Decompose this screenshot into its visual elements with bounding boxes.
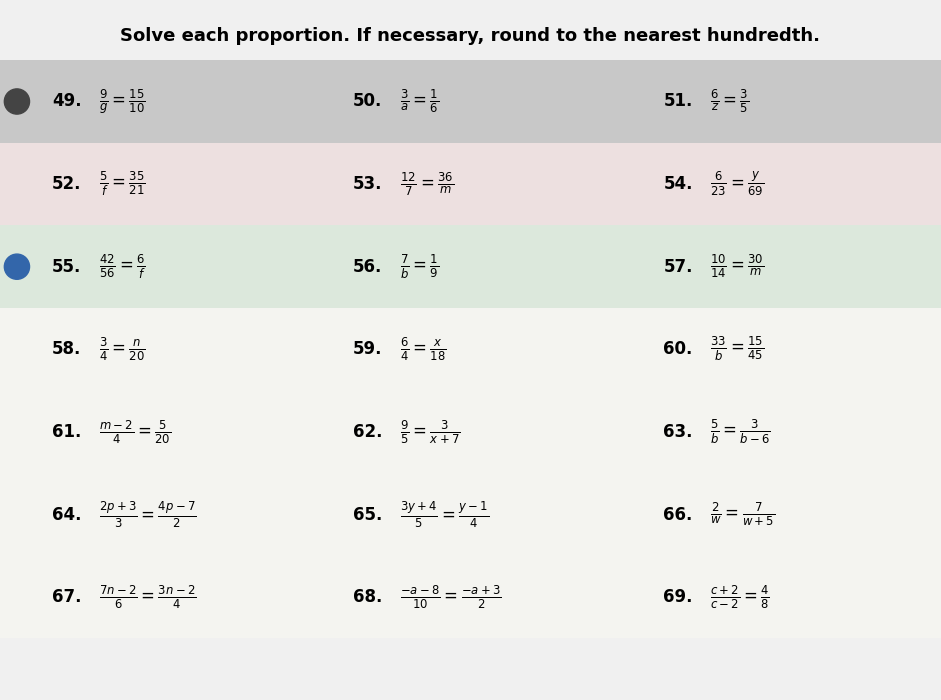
Text: $\frac{2}{w} = \frac{7}{w+5}$: $\frac{2}{w} = \frac{7}{w+5}$ [710, 500, 775, 528]
Text: $\frac{2p+3}{3} = \frac{4p-7}{2}$: $\frac{2p+3}{3} = \frac{4p-7}{2}$ [99, 499, 197, 530]
Text: $\frac{5}{b} = \frac{3}{b-6}$: $\frac{5}{b} = \frac{3}{b-6}$ [710, 418, 772, 446]
Text: 50.: 50. [353, 92, 382, 111]
Text: 54.: 54. [663, 175, 693, 193]
Text: 66.: 66. [663, 505, 693, 524]
Text: 68.: 68. [353, 588, 382, 606]
Text: 51.: 51. [663, 92, 693, 111]
Text: 67.: 67. [52, 588, 81, 606]
Text: 60.: 60. [663, 340, 693, 358]
Text: 52.: 52. [52, 175, 81, 193]
Text: 57.: 57. [663, 258, 693, 276]
Text: $\frac{-a-8}{10} = \frac{-a+3}{2}$: $\frac{-a-8}{10} = \frac{-a+3}{2}$ [400, 583, 502, 611]
Bar [0, 0, 941, 60]
Text: $\frac{10}{14} = \frac{30}{m}$: $\frac{10}{14} = \frac{30}{m}$ [710, 253, 765, 281]
Text: $\frac{42}{56} = \frac{6}{f}$: $\frac{42}{56} = \frac{6}{f}$ [99, 253, 146, 281]
Text: 58.: 58. [52, 340, 81, 358]
Text: $\frac{7}{b} = \frac{1}{9}$: $\frac{7}{b} = \frac{1}{9}$ [400, 253, 439, 281]
Text: $\frac{6}{z} = \frac{3}{5}$: $\frac{6}{z} = \frac{3}{5}$ [710, 88, 750, 116]
Text: $\frac{9}{g} = \frac{15}{10}$: $\frac{9}{g} = \frac{15}{10}$ [99, 88, 146, 116]
Text: 64.: 64. [52, 505, 81, 524]
Text: 55.: 55. [52, 258, 81, 276]
Bar [0, 556, 941, 638]
Text: $\frac{3y+4}{5} = \frac{y-1}{4}$: $\frac{3y+4}{5} = \frac{y-1}{4}$ [400, 499, 489, 530]
Text: $\frac{6}{4} = \frac{x}{18}$: $\frac{6}{4} = \frac{x}{18}$ [400, 335, 447, 363]
Text: 65.: 65. [353, 505, 382, 524]
Text: $\frac{c+2}{c-2} = \frac{4}{8}$: $\frac{c+2}{c-2} = \frac{4}{8}$ [710, 583, 771, 611]
Text: $\frac{5}{f} = \frac{35}{21}$: $\frac{5}{f} = \frac{35}{21}$ [99, 170, 146, 198]
Text: 56.: 56. [353, 258, 382, 276]
Ellipse shape [5, 254, 29, 279]
Text: $\frac{6}{23} = \frac{y}{69}$: $\frac{6}{23} = \frac{y}{69}$ [710, 170, 765, 198]
Bar [0, 308, 941, 391]
Text: $\frac{m-2}{4} = \frac{5}{20}$: $\frac{m-2}{4} = \frac{5}{20}$ [99, 418, 171, 446]
Text: 61.: 61. [52, 423, 81, 441]
Text: $\frac{3}{a} = \frac{1}{6}$: $\frac{3}{a} = \frac{1}{6}$ [400, 88, 439, 116]
Text: $\frac{3}{4} = \frac{n}{20}$: $\frac{3}{4} = \frac{n}{20}$ [99, 335, 146, 363]
Text: 69.: 69. [663, 588, 693, 606]
Ellipse shape [5, 89, 29, 114]
Bar [0, 225, 941, 308]
Text: $\frac{9}{5} = \frac{3}{x+7}$: $\frac{9}{5} = \frac{3}{x+7}$ [400, 418, 460, 446]
Text: 53.: 53. [353, 175, 382, 193]
Text: 49.: 49. [52, 92, 81, 111]
Text: 62.: 62. [353, 423, 382, 441]
Text: $\frac{12}{7} = \frac{36}{m}$: $\frac{12}{7} = \frac{36}{m}$ [400, 170, 455, 198]
Bar [0, 143, 941, 225]
Bar [0, 473, 941, 556]
Text: $\frac{33}{b} = \frac{15}{45}$: $\frac{33}{b} = \frac{15}{45}$ [710, 335, 765, 363]
Text: $\frac{7n-2}{6} = \frac{3n-2}{4}$: $\frac{7n-2}{6} = \frac{3n-2}{4}$ [99, 583, 197, 611]
Text: Solve each proportion. If necessary, round to the nearest hundredth.: Solve each proportion. If necessary, rou… [120, 27, 821, 45]
Bar [0, 60, 941, 143]
Bar [0, 391, 941, 473]
Text: 63.: 63. [663, 423, 693, 441]
Text: 59.: 59. [353, 340, 382, 358]
